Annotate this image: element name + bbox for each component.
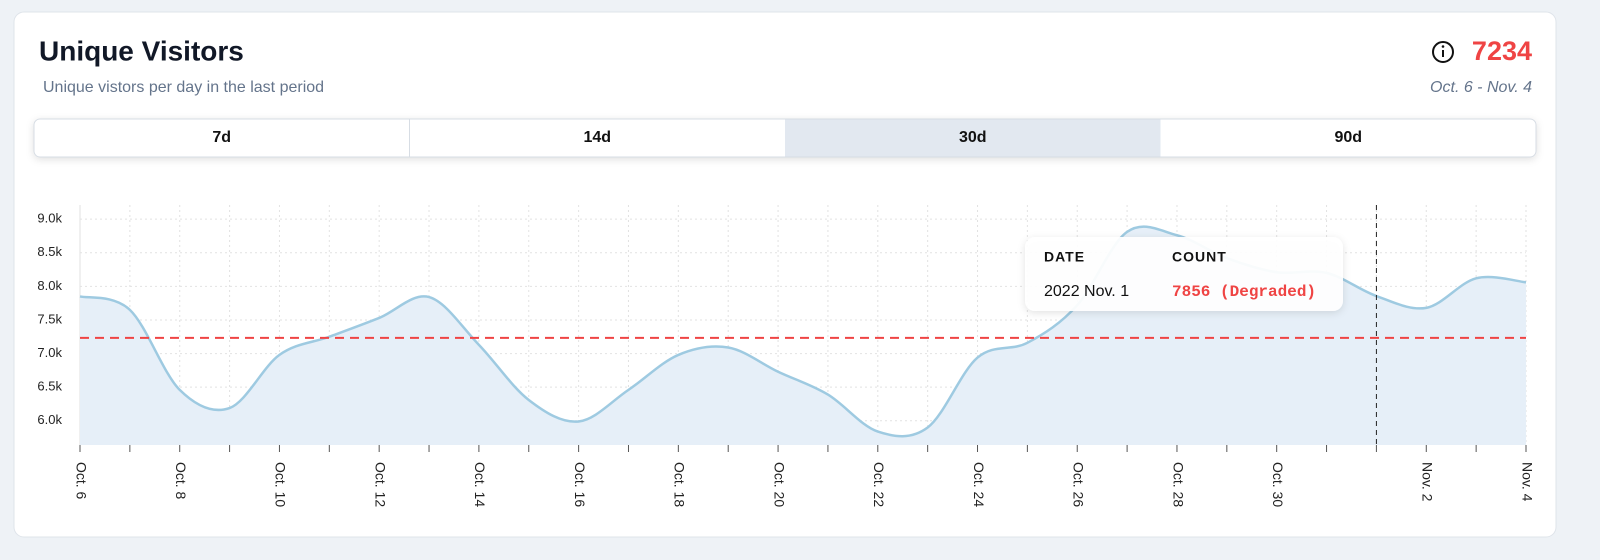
tooltip-box [1025,237,1343,311]
y-tick-label: 7.0k [37,345,62,360]
info-icon[interactable] [1432,41,1454,63]
x-tick-label: Oct. 24 [971,462,987,507]
x-tick-label: Oct. 10 [273,462,289,507]
y-tick-label: 7.5k [37,311,62,326]
tab[interactable]: 30d [959,129,987,146]
tooltip-count: 7856 (Degraded) [1172,283,1316,301]
y-tick-label: 6.5k [37,379,62,394]
tab-selected-bg [785,119,1161,157]
tooltip-date: 2022 Nov. 1 [1044,283,1129,300]
x-tick-label: Oct. 30 [1270,462,1286,507]
card-subtitle: Unique vistors per day in the last perio… [43,79,324,96]
y-tick-label: 9.0k [37,211,62,226]
x-tick-label: Oct. 6 [73,462,89,500]
x-tick-label: Oct. 12 [372,462,388,507]
tooltip-header: COUNT [1172,249,1227,265]
tab[interactable]: 14d [583,129,611,146]
y-tick-label: 8.5k [37,244,62,259]
x-tick-label: Oct. 8 [173,462,189,500]
x-tick-label: Nov. 2 [1420,462,1436,502]
x-tick-label: Oct. 20 [771,462,787,507]
card-title: Unique Visitors [39,35,244,66]
y-tick-label: 6.0k [37,412,62,427]
tab-bar: 7d 14d 30d 90d [33,118,1537,158]
y-tick-label: 8.0k [37,278,62,293]
x-tick-label: Oct. 26 [1071,462,1087,507]
tooltip: DATE COUNT 2022 Nov. 1 7856 (Degraded) [1025,237,1343,311]
x-tick-label: Oct. 14 [472,462,488,507]
x-tick-label: Oct. 18 [672,462,688,507]
date-range: Oct. 6 - Nov. 4 [1430,79,1532,96]
x-tick-label: Nov. 4 [1519,462,1535,502]
tab[interactable]: 7d [212,129,231,146]
x-tick-label: Oct. 28 [1170,462,1186,507]
tooltip-header: DATE [1044,249,1085,265]
x-tick-label: Oct. 16 [572,462,588,507]
total-value: 7234 [1472,36,1532,66]
x-tick-label: Oct. 22 [871,462,887,507]
tab[interactable]: 90d [1334,129,1362,146]
